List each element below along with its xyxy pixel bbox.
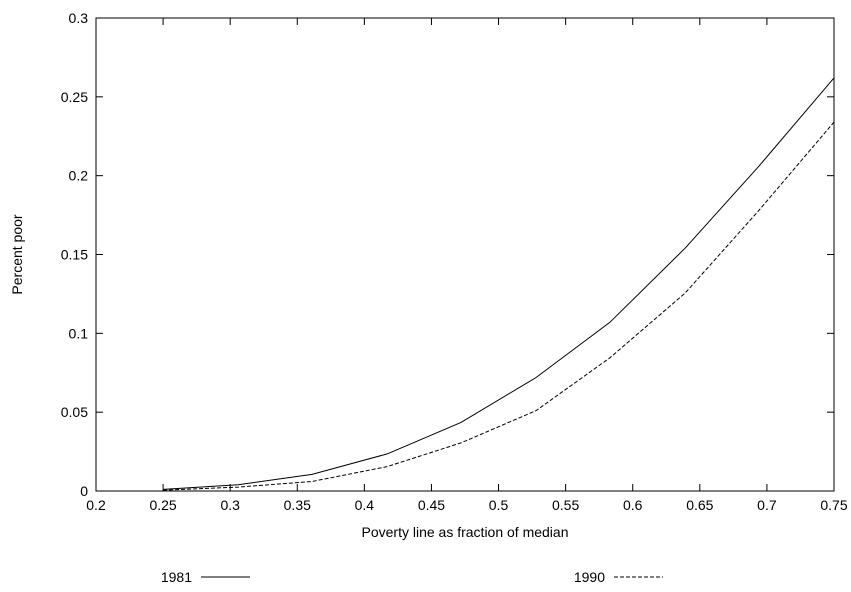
x-tick-label: 0.25: [149, 497, 176, 513]
legend: 1981 1990: [161, 569, 663, 585]
legend-label-1990: 1990: [574, 569, 605, 585]
x-tick-label: 0.75: [820, 497, 847, 513]
x-tick-label: 0.5: [489, 497, 509, 513]
y-tick-label: 0.05: [61, 404, 88, 420]
plot-frame: [95, 17, 835, 492]
legend-item-1990: 1990: [574, 569, 663, 585]
x-tick-label: 0.35: [284, 497, 311, 513]
x-axis-label: Poverty line as fraction of median: [362, 524, 569, 540]
x-axis-ticks: 0.2 0.25 0.3 0.35 0.4 0.45 0.5 0.55 0.6 0.65 0.7 0.…: [86, 18, 848, 513]
y-tick-label: 0.25: [61, 89, 88, 105]
y-axis-ticks: 0 0.05 0.1 0.15 0.2 0.25 0.3: [61, 10, 834, 499]
series-line-1990: [163, 121, 835, 491]
legend-label-1981: 1981: [161, 569, 192, 585]
x-tick-label: 0.55: [552, 497, 579, 513]
legend-item-1981: 1981: [161, 569, 250, 585]
x-tick-label: 0.65: [686, 497, 713, 513]
x-tick-label: 0.6: [623, 497, 643, 513]
x-tick-label: 0.7: [757, 497, 777, 513]
y-axis-label: Percent poor: [9, 214, 25, 294]
y-tick-label: 0: [80, 483, 88, 499]
y-tick-label: 0.1: [69, 325, 89, 341]
x-tick-label: 0.2: [86, 497, 106, 513]
x-tick-label: 0.4: [355, 497, 375, 513]
series-layer: [163, 77, 835, 491]
x-tick-label: 0.3: [220, 497, 240, 513]
y-tick-label: 0.3: [69, 10, 89, 26]
y-tick-label: 0.15: [61, 247, 88, 263]
y-tick-label: 0.2: [69, 168, 89, 184]
x-tick-label: 0.45: [418, 497, 445, 513]
series-line-1981: [163, 77, 835, 490]
